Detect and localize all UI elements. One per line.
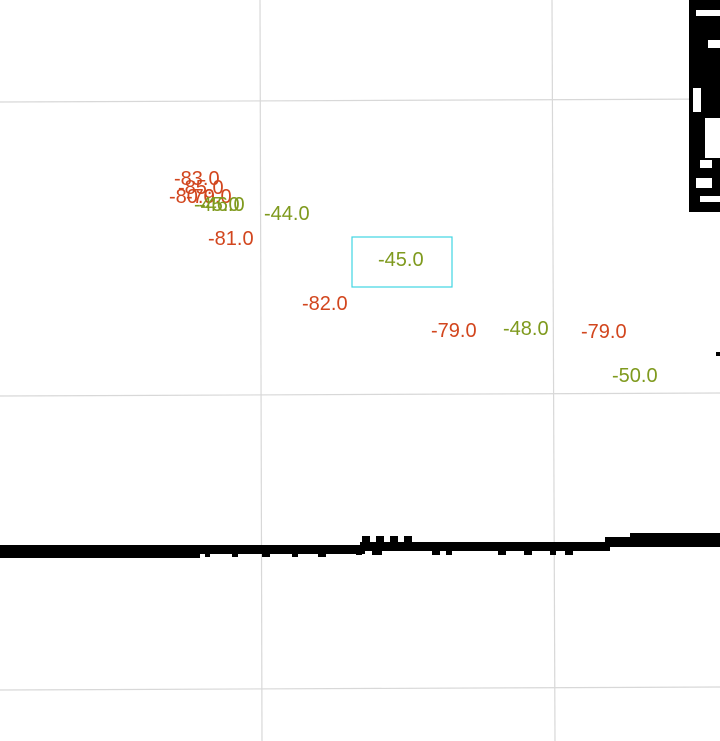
signal-reading-label[interactable]: -45.0 — [194, 194, 240, 216]
signal-reading-label[interactable]: -79.0 — [431, 320, 477, 342]
signal-reading-label[interactable]: -48.0 — [503, 318, 549, 340]
wall-bottom — [0, 352, 720, 558]
selection-box[interactable] — [351, 236, 453, 288]
signal-reading-label[interactable]: -79.0 — [186, 186, 232, 208]
signal-reading-label[interactable]: -46.0 — [199, 194, 245, 216]
signal-reading-label[interactable]: -44.0 — [264, 203, 310, 225]
signal-labels: -83.0 -85.0 -80.0 -79.0 -46.0 -45.0 -44.… — [169, 168, 658, 387]
signal-reading-label[interactable]: -85.0 — [178, 177, 224, 199]
signal-reading-label[interactable]: -80.0 — [169, 186, 215, 208]
grid-line-vertical — [551, 0, 556, 741]
grid-line-horizontal — [0, 392, 720, 397]
signal-reading-label[interactable]: -79.0 — [581, 321, 627, 343]
signal-reading-label[interactable]: -83.0 — [174, 168, 220, 190]
wall-top-right — [689, 0, 720, 212]
selected-signal-label[interactable]: -45.0 — [378, 249, 424, 271]
signal-reading-label[interactable]: -50.0 — [612, 365, 658, 387]
grid-line-horizontal — [0, 686, 720, 691]
grid-line-vertical — [259, 0, 263, 741]
signal-reading-label[interactable]: -81.0 — [208, 228, 254, 250]
grid-line-horizontal — [0, 98, 720, 103]
signal-reading-label[interactable]: -82.0 — [302, 293, 348, 315]
